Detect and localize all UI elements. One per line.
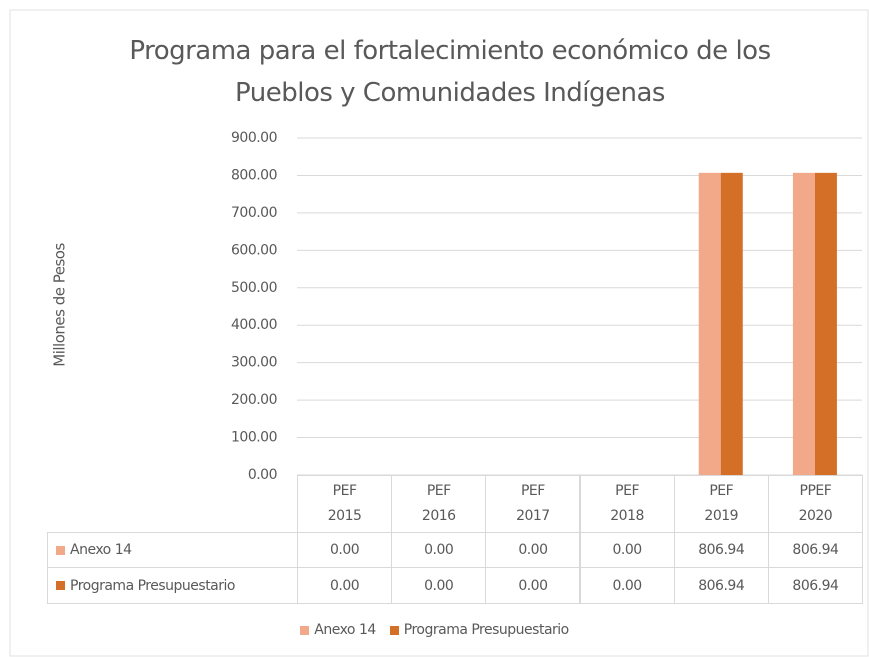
y-tick-label: 700.00: [231, 205, 277, 221]
table-value: 0.00: [485, 532, 581, 568]
table-value: 0.00: [485, 567, 581, 604]
y-axis-label: Millones de Pesos: [51, 243, 69, 367]
table-row-name: Programa Presupuestario: [47, 567, 298, 604]
legend-key: [56, 545, 65, 555]
table-value: 806.94: [673, 532, 769, 568]
title-box: Programa para el fortalecimiento económi…: [129, 36, 771, 108]
row-name: Programa Presupuestario: [70, 577, 235, 594]
legend-key: [300, 625, 310, 635]
table-value: 806.94: [673, 567, 769, 604]
table-header-cell: PEF 2019: [673, 475, 769, 533]
y-tick-label: 200.00: [231, 392, 277, 408]
bar: [720, 172, 743, 475]
table-header-cell: PEF 2015: [297, 475, 393, 533]
y-tick-label: 800.00: [231, 167, 277, 183]
legend: Anexo 14 Programa Presupuestario: [0, 622, 869, 638]
table-value: 0.00: [297, 567, 393, 604]
table-row-name: Anexo 14: [47, 532, 298, 568]
legend-entry: Programa Presupuestario: [389, 622, 569, 638]
y-tick-label: 100.00: [231, 430, 277, 446]
x-tick-label: PPEF 2020: [798, 483, 833, 524]
x-tick-label: PEF 2015: [327, 483, 362, 524]
table-value: 0.00: [579, 532, 675, 568]
x-tick-label: PEF 2017: [516, 483, 550, 524]
x-tick-label: PEF 2018: [610, 483, 644, 524]
x-tick-label: PEF 2016: [421, 483, 456, 524]
bar: [814, 172, 837, 475]
table-header-cell: PEF 2018: [579, 475, 675, 533]
table-header-cell: PPEF 2020: [767, 475, 863, 533]
y-tick-label: 300.00: [231, 355, 277, 371]
table-value: 806.94: [767, 567, 863, 604]
legend-label: Programa Presupuestario: [403, 622, 569, 638]
bar: [698, 172, 721, 475]
table-value: 0.00: [297, 532, 393, 568]
x-tick-label: PEF 2019: [704, 483, 739, 524]
table-header-cell: PEF 2016: [391, 475, 487, 533]
legend-label: Anexo 14: [314, 622, 376, 638]
chart-title: Programa para el fortalecimiento económi…: [129, 36, 771, 108]
y-tick-label: 0.00: [248, 467, 277, 483]
bar: [792, 172, 815, 475]
y-tick-label: 900.00: [231, 130, 277, 146]
legend-key: [389, 625, 399, 635]
table-value: 0.00: [579, 567, 675, 604]
legend-key: [56, 581, 65, 590]
row-name: Anexo 14: [70, 542, 132, 558]
table-value: 806.94: [767, 532, 863, 568]
legend-entry: Anexo 14: [300, 622, 376, 638]
table-value: 0.00: [391, 532, 487, 568]
y-tick-label: 400.00: [231, 317, 277, 333]
y-tick-label: 600.00: [231, 242, 277, 258]
table-header-cell: PEF 2017: [485, 475, 581, 533]
table-value: 0.00: [391, 567, 487, 604]
y-tick-label: 500.00: [231, 280, 277, 296]
